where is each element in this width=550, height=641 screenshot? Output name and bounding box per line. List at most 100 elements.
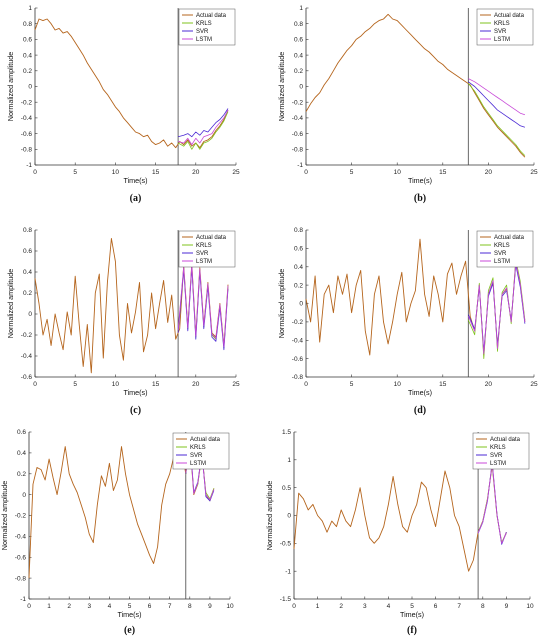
series-line-lstm <box>468 78 526 116</box>
x-tick-label: 0 <box>292 603 296 610</box>
panel-caption: (f) <box>407 625 417 636</box>
y-tick-label: 0.2 <box>23 290 32 297</box>
chart-panel-f: 0 1 2 3 4 5 6 7 8 9 10 -1.5 -1 -0.5 0 0.5 1 1.5 Time(s) Nor… <box>265 429 534 636</box>
x-tick-label: 10 <box>526 603 534 610</box>
y-tick-label: -0.2 <box>292 99 304 106</box>
y-axis-label: Normalized amplitude <box>265 481 274 551</box>
x-tick-label: 5 <box>350 169 354 176</box>
x-axis-label: Time(s) <box>408 388 432 397</box>
legend-label-lstm: LSTM <box>196 37 212 43</box>
legend-label-krls: KRLS <box>490 445 506 451</box>
y-tick-label: 0.6 <box>23 248 32 255</box>
legend-label-krls: KRLS <box>190 445 206 451</box>
series-line-actual-data <box>305 13 526 158</box>
series-line-actual-data <box>293 464 507 572</box>
y-axis-label: Normalized amplitude <box>6 52 15 122</box>
y-tick-label: 0.8 <box>23 21 32 28</box>
legend: Actual data KRLS SVR LSTM <box>476 230 534 268</box>
y-tick-label: -0.6 <box>21 131 33 138</box>
x-tick-label: 0 <box>33 169 37 176</box>
x-axis-label: Time(s) <box>400 610 424 619</box>
legend-label-actual-data: Actual data <box>490 437 521 443</box>
x-tick-label: 10 <box>112 169 120 176</box>
series-line-svr <box>477 461 507 545</box>
x-tick-label: 9 <box>208 603 212 610</box>
legend-label-actual-data: Actual data <box>196 235 227 241</box>
y-tick-label: -0.8 <box>292 147 304 154</box>
x-tick-label: 0 <box>304 381 308 388</box>
x-tick-label: 8 <box>481 603 485 610</box>
y-tick-label: -0.8 <box>292 374 304 381</box>
y-tick-label: 1.5 <box>282 429 291 436</box>
y-axis-label: Normalized amplitude <box>277 52 286 122</box>
y-tick-label: 0.6 <box>23 37 32 44</box>
y-tick-label: 0.6 <box>17 429 26 436</box>
y-tick-label: -0.8 <box>21 147 33 154</box>
y-tick-label: -0.4 <box>21 353 33 360</box>
x-tick-label: 25 <box>530 169 538 176</box>
x-tick-label: 6 <box>148 603 152 610</box>
legend: Actual data KRLS SVR LSTM <box>172 432 230 470</box>
legend-label-krls: KRLS <box>196 243 212 249</box>
x-axis-label: Time(s) <box>117 610 141 619</box>
x-tick-label: 15 <box>439 381 447 388</box>
x-tick-label: 7 <box>457 603 461 610</box>
x-tick-label: 2 <box>67 603 71 610</box>
y-tick-label: 0.2 <box>17 471 26 478</box>
x-tick-label: 0 <box>304 169 308 176</box>
x-axis-label: Time(s) <box>123 388 147 397</box>
series-line-svr <box>468 81 526 128</box>
legend-label-lstm: LSTM <box>196 259 212 265</box>
x-tick-label: 20 <box>192 381 200 388</box>
y-tick-label: 0.6 <box>294 37 303 44</box>
legend-label-lstm: LSTM <box>190 461 206 467</box>
legend: Actual data KRLS SVR LSTM <box>178 8 236 46</box>
y-tick-label: -0.6 <box>292 131 304 138</box>
y-tick-label: 0.4 <box>23 269 32 276</box>
y-tick-label: -0.2 <box>292 319 304 326</box>
chart-panel-b: 0 5 10 15 20 25 -1 -0.8 -0.6 -0.4 -0.2 0 0.2 0.4 0.6 0.… <box>277 5 538 204</box>
y-tick-label: 1 <box>299 5 303 12</box>
y-tick-label: -0.2 <box>15 513 27 520</box>
series-line-krls <box>177 111 229 150</box>
legend-label-lstm: LSTM <box>494 37 510 43</box>
legend: Actual data KRLS SVR LSTM <box>476 8 534 46</box>
y-tick-label: 0.8 <box>23 227 32 234</box>
series-line-lstm <box>477 462 507 544</box>
x-tick-label: 1 <box>316 603 320 610</box>
y-tick-label: 0.8 <box>294 227 303 234</box>
series-line-lstm <box>467 261 526 355</box>
legend-label-actual-data: Actual data <box>494 235 525 241</box>
legend-label-krls: KRLS <box>196 21 212 27</box>
y-tick-label: 0 <box>28 84 32 91</box>
x-tick-label: 25 <box>530 381 538 388</box>
x-tick-label: 9 <box>505 603 509 610</box>
y-tick-label: -0.5 <box>280 541 292 548</box>
y-tick-label: 0 <box>287 513 291 520</box>
y-tick-label: -1 <box>26 162 32 169</box>
x-tick-label: 1 <box>47 603 51 610</box>
x-tick-label: 20 <box>485 169 493 176</box>
y-tick-label: 0 <box>22 492 26 499</box>
x-tick-label: 25 <box>232 381 240 388</box>
panel-caption: (a) <box>130 193 142 204</box>
y-tick-label: -0.6 <box>15 555 27 562</box>
legend: Actual data KRLS SVR LSTM <box>472 432 530 470</box>
x-tick-label: 5 <box>128 603 132 610</box>
y-tick-label: -0.2 <box>21 99 33 106</box>
series-line-lstm <box>177 109 229 146</box>
legend-label-svr: SVR <box>490 453 503 459</box>
y-tick-label: 0 <box>299 84 303 91</box>
y-tick-label: 0.4 <box>23 52 32 59</box>
x-axis-label: Time(s) <box>123 176 147 185</box>
legend-label-actual-data: Actual data <box>190 437 221 443</box>
legend: Actual data KRLS SVR LSTM <box>178 230 236 268</box>
x-tick-label: 5 <box>73 381 77 388</box>
y-tick-label: 0 <box>299 301 303 308</box>
x-tick-label: 5 <box>350 381 354 388</box>
series-line-krls <box>477 463 507 543</box>
x-tick-label: 20 <box>192 169 200 176</box>
y-tick-label: -1.5 <box>280 596 292 603</box>
y-tick-label: -0.4 <box>21 115 33 122</box>
